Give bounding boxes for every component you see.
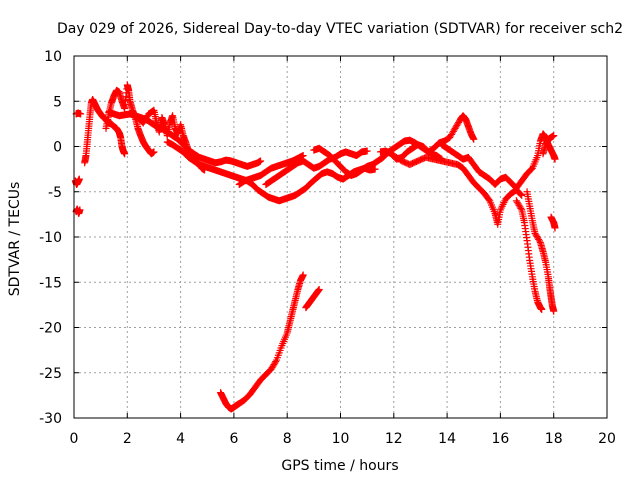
data-point-plus-marker	[551, 155, 559, 163]
data-point-plus-marker	[299, 271, 307, 279]
y-tick-label: -20	[39, 321, 62, 337]
data-point-plus-marker	[371, 165, 379, 173]
x-tick-label: 8	[283, 431, 292, 447]
data-point-plus-marker	[315, 285, 323, 293]
x-tick-label: 2	[123, 431, 132, 447]
y-tick-label: 0	[53, 140, 62, 156]
y-tick-label: -15	[39, 275, 62, 291]
x-tick-label: 4	[176, 431, 185, 447]
data-point-plus-marker	[551, 224, 559, 232]
y-tick-label: 10	[44, 49, 62, 65]
y-tick-label: -5	[48, 185, 62, 201]
data-point-plus-marker	[76, 206, 84, 214]
data-point-plus-marker	[257, 157, 265, 165]
x-tick-label: 6	[229, 431, 238, 447]
x-tick-label: 14	[438, 431, 456, 447]
data-point-plus-marker	[149, 107, 157, 115]
grid-layer	[74, 56, 607, 418]
data-point-plus-marker	[75, 175, 83, 183]
data-point-plus-marker	[363, 147, 371, 155]
plot-frame	[73, 55, 608, 419]
y-tick-label: -30	[39, 411, 62, 427]
data-point-plus-marker	[538, 305, 546, 313]
data-point-plus-marker	[517, 190, 525, 198]
y-axis-label: SDTVAR / TECUs	[7, 182, 23, 297]
x-tick-label: 10	[332, 431, 350, 447]
x-tick-label: 20	[598, 431, 616, 447]
data-point-plus-marker	[150, 148, 158, 156]
x-tick-label: 18	[545, 431, 563, 447]
y-tick-label: -10	[39, 230, 62, 246]
data-marker-layer	[71, 81, 559, 413]
data-point-plus-marker	[550, 132, 558, 140]
data-point-plus-marker	[77, 110, 85, 118]
data-point-plus-marker	[121, 150, 129, 158]
y-tick-label: -25	[39, 366, 62, 382]
data-point-plus-marker	[517, 204, 525, 212]
x-tick-label: 16	[491, 431, 509, 447]
x-tick-label: 12	[385, 431, 403, 447]
data-point-plus-marker	[272, 358, 280, 366]
x-axis-label: GPS time / hours	[281, 458, 398, 474]
data-point-plus-marker	[470, 135, 478, 143]
tick-layer: 0 2 4 6 8 10 12 14 16 18 20 10 5 0 -5 -10 -15 -20 -25 -30	[39, 49, 616, 447]
x-tick-label: 0	[70, 431, 79, 447]
data-point-plus-marker	[550, 307, 558, 315]
data-point-plus-marker	[535, 237, 543, 245]
chart-title: Day 029 of 2026, Sidereal Day-to-day VTE…	[57, 21, 623, 37]
data-point-plus-marker	[518, 191, 526, 199]
y-tick-label: 5	[53, 94, 62, 110]
